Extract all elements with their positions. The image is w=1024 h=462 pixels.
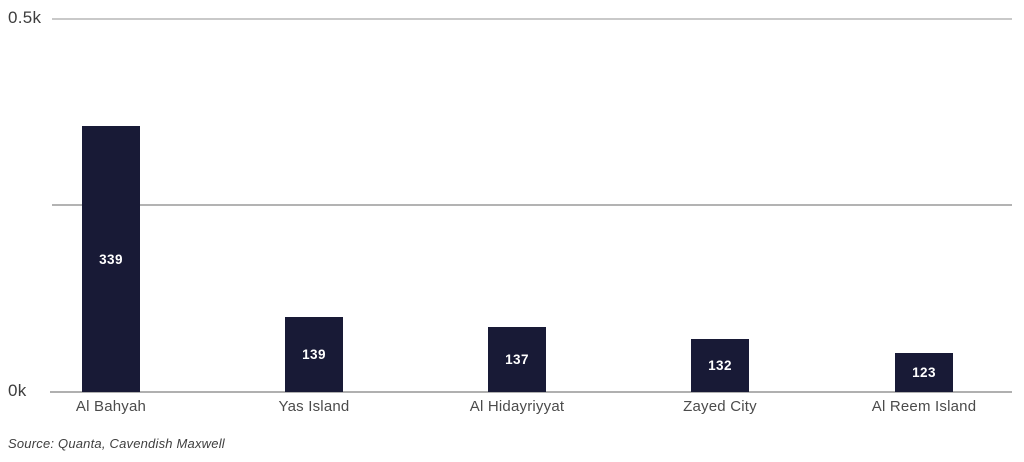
category-label: Zayed City (683, 398, 757, 415)
bar-al-hidayriyyat: 137 (488, 327, 546, 392)
y-axis-tick-max: 0.5k (8, 8, 42, 27)
source-note: Source: Quanta, Cavendish Maxwell (8, 436, 225, 451)
category-label: Yas Island (278, 398, 350, 415)
category-label: Al Bahyah (75, 398, 147, 415)
bar-al-bahyah: 339 (82, 126, 140, 392)
x-axis-line (50, 391, 1012, 393)
category-label: Al Reem Island (871, 398, 977, 415)
bar-value-label: 132 (708, 358, 732, 373)
bar-value-label: 137 (505, 352, 529, 367)
gridline-middle (52, 204, 1012, 206)
bar-yas-island: 139 (285, 317, 343, 392)
bar-value-label: 339 (99, 251, 123, 267)
gridline-top (52, 18, 1012, 20)
bar-al-reem-island: 123 (895, 353, 953, 392)
bar-value-label: 123 (912, 365, 936, 380)
bar-value-label: 139 (302, 347, 326, 362)
y-axis-tick-zero: 0k (8, 381, 27, 400)
bar-zayed-city: 132 (691, 339, 749, 392)
category-label: Al Hidayriyyat (469, 398, 565, 415)
